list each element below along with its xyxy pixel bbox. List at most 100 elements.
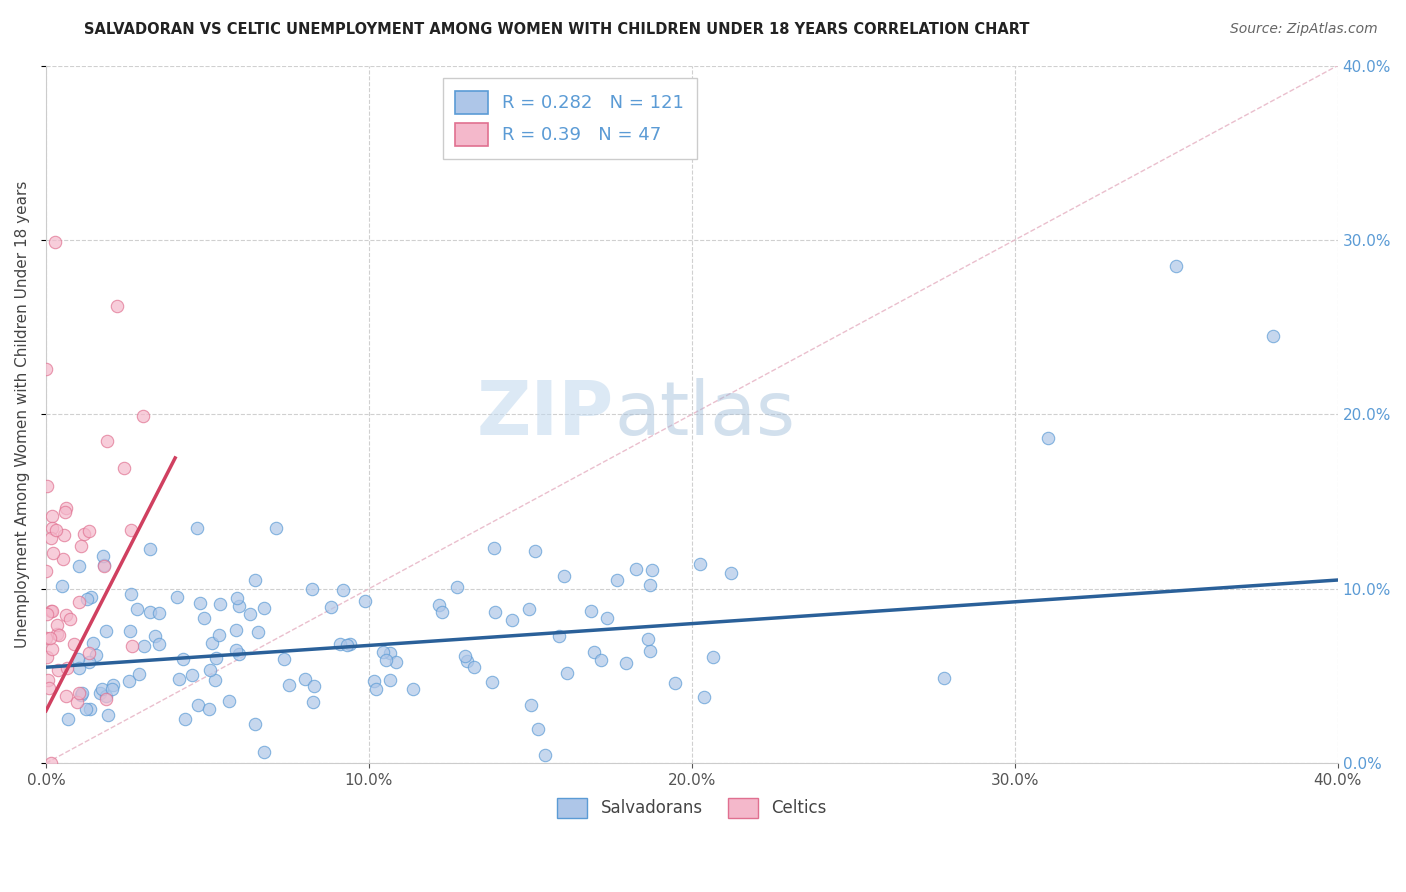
Point xyxy=(37,673,59,688)
Point xyxy=(167,673,190,687)
Point xyxy=(253,745,276,759)
Point xyxy=(446,580,468,594)
Point xyxy=(45,617,67,632)
Point xyxy=(35,479,58,493)
Point xyxy=(228,647,250,661)
Point xyxy=(181,668,204,682)
Point xyxy=(332,583,354,598)
Point xyxy=(519,602,541,616)
Point xyxy=(79,655,101,669)
Point xyxy=(41,521,63,535)
Point xyxy=(73,527,96,541)
Point xyxy=(693,690,716,705)
Point xyxy=(454,649,477,664)
Point xyxy=(97,708,120,723)
Point xyxy=(94,624,117,638)
Point xyxy=(200,635,222,649)
Point xyxy=(364,682,387,697)
Text: SALVADORAN VS CELTIC UNEMPLOYMENT AMONG WOMEN WITH CHILDREN UNDER 18 YEARS CORRE: SALVADORAN VS CELTIC UNEMPLOYMENT AMONG … xyxy=(84,22,1029,37)
Point xyxy=(689,558,711,572)
Point xyxy=(934,671,956,685)
Point xyxy=(484,541,506,555)
Point xyxy=(555,665,578,680)
Point xyxy=(39,756,62,771)
Point xyxy=(166,590,188,604)
Point xyxy=(118,624,141,638)
Point xyxy=(304,679,326,693)
Point xyxy=(336,638,359,652)
Point xyxy=(624,562,647,576)
Point xyxy=(456,654,478,668)
Point xyxy=(589,652,612,666)
Point xyxy=(534,747,557,762)
Point xyxy=(70,688,93,702)
Point xyxy=(1261,329,1284,343)
Point xyxy=(148,637,170,651)
Text: Source: ZipAtlas.com: Source: ZipAtlas.com xyxy=(1230,22,1378,37)
Point xyxy=(132,639,155,653)
Point xyxy=(1166,259,1188,273)
Point xyxy=(339,637,361,651)
Point xyxy=(35,564,58,578)
Point xyxy=(294,673,316,687)
Point xyxy=(101,682,124,697)
Point xyxy=(101,678,124,692)
Point xyxy=(143,629,166,643)
Point xyxy=(193,611,215,625)
Point xyxy=(172,651,194,665)
Point xyxy=(132,409,155,423)
Point xyxy=(76,592,98,607)
Point xyxy=(481,675,503,690)
Point xyxy=(226,591,249,606)
Point xyxy=(380,646,402,660)
Text: ZIP: ZIP xyxy=(477,378,614,450)
Point xyxy=(55,501,77,516)
Point xyxy=(66,695,89,709)
Point xyxy=(198,702,221,716)
Point xyxy=(67,652,90,666)
Point xyxy=(198,663,221,677)
Point xyxy=(63,636,86,650)
Point xyxy=(218,694,240,708)
Point xyxy=(77,524,100,538)
Point xyxy=(264,520,287,534)
Point xyxy=(527,722,550,736)
Point xyxy=(246,624,269,639)
Point xyxy=(51,579,73,593)
Point xyxy=(96,689,118,703)
Point xyxy=(432,605,454,619)
Point xyxy=(520,698,543,713)
Point xyxy=(35,362,58,376)
Point xyxy=(46,663,69,677)
Point xyxy=(79,701,101,715)
Point xyxy=(53,528,76,542)
Point xyxy=(59,612,82,626)
Point xyxy=(1036,431,1059,445)
Point xyxy=(35,650,58,665)
Point xyxy=(118,674,141,689)
Point xyxy=(125,602,148,616)
Point xyxy=(638,644,661,658)
Point xyxy=(93,558,115,572)
Point xyxy=(89,686,111,700)
Point xyxy=(385,656,408,670)
Point xyxy=(205,650,228,665)
Point xyxy=(174,712,197,726)
Point xyxy=(641,563,664,577)
Point xyxy=(245,717,267,731)
Point xyxy=(374,652,396,666)
Point xyxy=(209,597,232,611)
Point xyxy=(596,611,619,625)
Point xyxy=(363,673,385,688)
Point xyxy=(553,569,575,583)
Point xyxy=(93,559,115,574)
Point xyxy=(228,599,250,613)
Y-axis label: Unemployment Among Women with Children Under 18 years: Unemployment Among Women with Children U… xyxy=(15,181,30,648)
Point xyxy=(105,299,128,313)
Point xyxy=(39,604,62,618)
Point xyxy=(52,552,75,566)
Point xyxy=(69,539,91,553)
Point xyxy=(204,673,226,687)
Point xyxy=(148,606,170,620)
Point xyxy=(42,546,65,560)
